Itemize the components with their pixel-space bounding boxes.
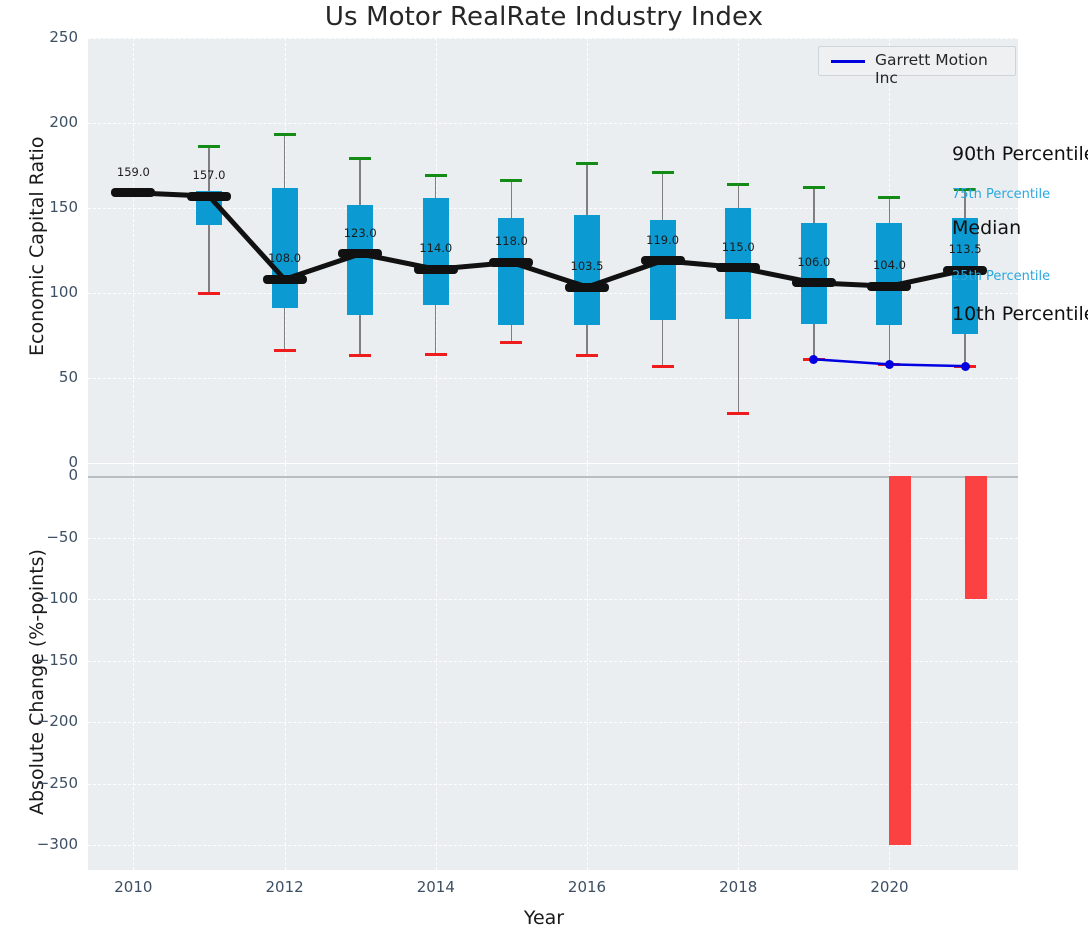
y-tick-label-bottom: −300 bbox=[36, 835, 78, 854]
x-axis-title: Year bbox=[523, 907, 565, 929]
absolute-change-bar bbox=[889, 476, 912, 846]
top-panel-plot-area: 159.0 157.0 108.0 123.0 114.0 118.0 103.5 119.0… bbox=[88, 38, 1018, 463]
y-tick-label-top: 200 bbox=[49, 113, 78, 131]
gridline-horizontal bbox=[88, 783, 1018, 785]
gridline-vertical bbox=[133, 464, 135, 870]
cap-10th-percentile bbox=[273, 349, 296, 353]
y-tick-label-bottom: −150 bbox=[36, 650, 78, 669]
median-value-label: 159.0 bbox=[116, 164, 150, 179]
gridline-horizontal bbox=[88, 537, 1018, 539]
cap-90th-percentile bbox=[727, 182, 750, 186]
box-quartile-range bbox=[271, 187, 298, 309]
y-tick-label-bottom: −250 bbox=[36, 773, 78, 792]
gridline-horizontal bbox=[88, 293, 1018, 294]
cap-90th-percentile bbox=[802, 186, 825, 190]
cap-10th-percentile bbox=[651, 364, 674, 368]
gridline-horizontal bbox=[88, 845, 1018, 847]
box-quartile-range bbox=[876, 223, 903, 326]
median-value-label: 123.0 bbox=[343, 225, 377, 240]
y-tick-label-top: 50 bbox=[58, 368, 78, 386]
median-value-label: 157.0 bbox=[192, 168, 226, 183]
box-quartile-range bbox=[347, 204, 374, 316]
cap-90th-percentile bbox=[954, 187, 977, 191]
cap-90th-percentile bbox=[500, 179, 523, 183]
gridline-vertical bbox=[284, 464, 286, 870]
median-marker bbox=[791, 278, 836, 288]
y-axis-title-top: Economic Capital Ratio bbox=[26, 136, 48, 356]
median-marker bbox=[716, 263, 761, 272]
median-value-label: 103.5 bbox=[570, 259, 604, 274]
cap-90th-percentile bbox=[349, 157, 372, 161]
median-value-label: 108.0 bbox=[268, 251, 302, 266]
cap-10th-percentile bbox=[424, 352, 447, 356]
median-marker bbox=[338, 249, 383, 259]
gridline-horizontal bbox=[88, 722, 1018, 724]
median-value-label: 104.0 bbox=[872, 258, 906, 273]
garrett-motion-data-point bbox=[884, 359, 894, 369]
cap-90th-percentile bbox=[878, 196, 901, 200]
garrett-motion-data-point bbox=[809, 354, 819, 364]
y-tick-label-bottom: −200 bbox=[36, 712, 78, 731]
legend[interactable]: Garrett Motion Inc bbox=[818, 46, 1016, 87]
zero-line bbox=[88, 476, 1018, 479]
bottom-panel-plot-area bbox=[88, 464, 1018, 870]
y-tick-label-top: 250 bbox=[49, 28, 78, 46]
cap-10th-percentile bbox=[349, 354, 372, 358]
y-tick-label-bottom: −50 bbox=[46, 527, 78, 546]
y-tick-label-top: 0 bbox=[68, 453, 78, 471]
cap-10th-percentile bbox=[500, 340, 523, 344]
annotation-25th-percentile: 25th Percentile bbox=[952, 269, 1051, 284]
median-marker bbox=[186, 191, 231, 201]
median-marker bbox=[867, 281, 912, 291]
cap-90th-percentile bbox=[197, 145, 220, 149]
annotation-median: Median bbox=[952, 217, 1022, 239]
legend-label-garrett-motion: Garrett Motion Inc bbox=[875, 51, 988, 87]
cap-10th-percentile bbox=[197, 291, 220, 295]
gridline-vertical bbox=[133, 38, 135, 463]
gridline-vertical bbox=[738, 464, 740, 870]
cap-90th-percentile bbox=[576, 162, 599, 166]
x-tick-label: 2014 bbox=[416, 878, 455, 896]
median-marker bbox=[413, 264, 458, 274]
gridline-horizontal bbox=[88, 599, 1018, 601]
median-value-label: 115.0 bbox=[721, 239, 755, 254]
x-tick-label: 2020 bbox=[870, 878, 909, 896]
gridline-vertical bbox=[587, 464, 589, 870]
median-marker bbox=[489, 257, 534, 267]
y-tick-label-top: 100 bbox=[49, 283, 78, 301]
chart-title: Us Motor RealRate Industry Index bbox=[324, 2, 764, 32]
gridline-horizontal bbox=[88, 660, 1018, 662]
gridline-horizontal bbox=[88, 378, 1018, 379]
cap-10th-percentile bbox=[576, 354, 599, 358]
median-marker bbox=[640, 256, 685, 266]
median-marker bbox=[565, 282, 610, 292]
garrett-motion-data-point bbox=[960, 361, 970, 371]
median-value-label: 118.0 bbox=[494, 234, 528, 249]
annotation-10th-percentile: 10th Percentile bbox=[952, 303, 1088, 325]
cap-90th-percentile bbox=[651, 170, 674, 174]
gridline-vertical bbox=[435, 464, 437, 870]
y-tick-label-top: 150 bbox=[49, 198, 78, 216]
legend-line-swatch-icon bbox=[831, 60, 865, 63]
gridline-horizontal bbox=[88, 208, 1018, 209]
cap-90th-percentile bbox=[273, 133, 296, 137]
x-tick-label: 2016 bbox=[567, 878, 607, 896]
x-tick-label: 2018 bbox=[719, 878, 758, 896]
gridline-horizontal bbox=[88, 123, 1018, 124]
annotation-75th-percentile: 75th Percentile bbox=[952, 187, 1051, 202]
median-value-label: 113.5 bbox=[948, 242, 982, 257]
median-marker bbox=[111, 188, 156, 198]
y-tick-label-bottom: 0 bbox=[68, 466, 78, 485]
x-tick-label: 2010 bbox=[114, 878, 153, 896]
gridline-horizontal bbox=[88, 38, 1018, 39]
box-quartile-range bbox=[800, 223, 827, 324]
absolute-change-bar bbox=[965, 476, 988, 600]
cap-90th-percentile bbox=[424, 174, 447, 178]
median-marker bbox=[262, 274, 307, 284]
y-tick-label-bottom: −100 bbox=[36, 589, 78, 608]
annotation-90th-percentile: 90th Percentile bbox=[952, 143, 1088, 165]
cap-10th-percentile bbox=[727, 412, 750, 416]
x-tick-label: 2012 bbox=[265, 878, 304, 896]
